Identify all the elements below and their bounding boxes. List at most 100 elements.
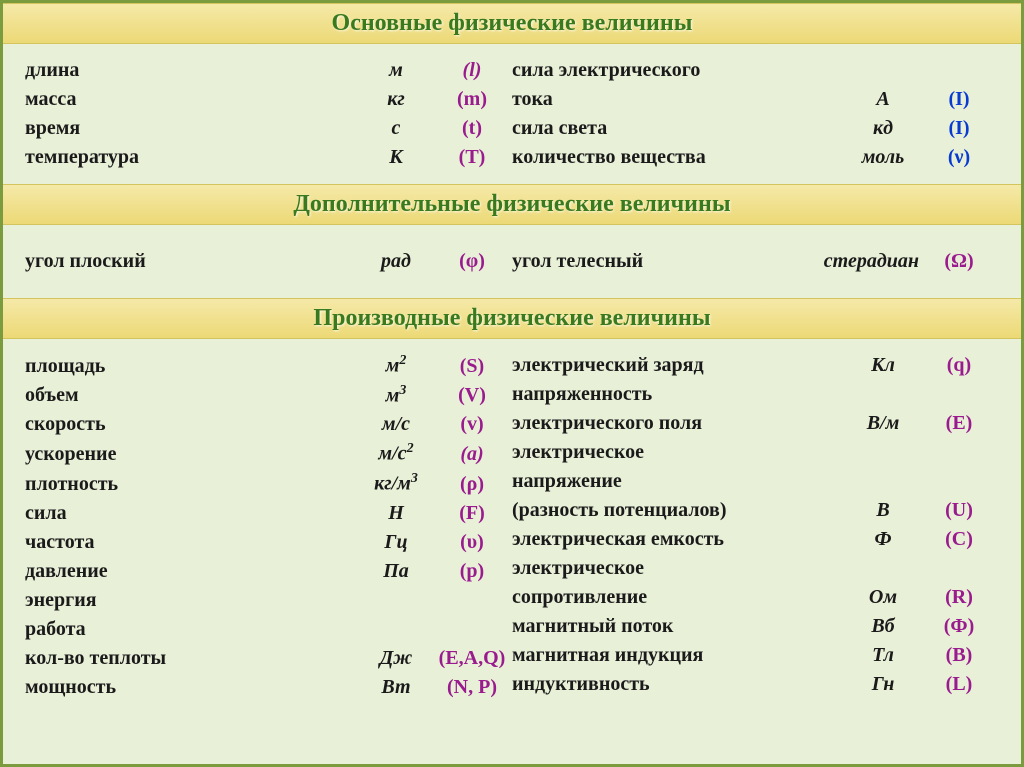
quantity-name: давление [25, 557, 108, 586]
quantity-unit: Кл [847, 351, 919, 380]
quantity-symbol: (I) [919, 85, 999, 114]
derived-right-col: электрический зарядКл(q)напряженностьэле… [512, 351, 999, 702]
quantity-name: сила света [512, 114, 607, 143]
quantity-unit: рад [360, 247, 432, 276]
derived-block: площадьм2(S)объемм3(V)скоростьм/с(v)уско… [3, 339, 1021, 714]
quantity-row: ускорение м/с2(a) [25, 439, 512, 469]
quantity-symbol: (B) [919, 641, 999, 670]
quantity-row: работа [25, 615, 512, 644]
quantity-name: длина [25, 56, 79, 85]
quantity-row: электрическое [512, 554, 999, 583]
quantity-symbol: (l) [432, 56, 512, 85]
quantity-symbol: (a) [432, 440, 512, 469]
quantity-name: время [25, 114, 80, 143]
additional-right-col: угол телесный стерадиан(Ω) [512, 247, 999, 276]
quantity-name: угол телесный [512, 247, 643, 276]
quantity-symbol: (υ) [432, 528, 512, 557]
quantity-row: электрическая емкостьФ(C) [512, 525, 999, 554]
quantity-name: ускорение [25, 440, 116, 469]
quantity-unit: К [360, 143, 432, 172]
quantity-symbol: (I) [919, 114, 999, 143]
quantity-name: кол-во теплоты [25, 644, 166, 673]
quantity-row: давлениеПа(p) [25, 557, 512, 586]
quantity-unit: кг [360, 85, 432, 114]
quantity-name: электрический заряд [512, 351, 704, 380]
quantity-name: электрическое [512, 438, 644, 467]
quantity-row: магнитный потокВб(Ф) [512, 612, 999, 641]
quantity-row: сила электрического [512, 56, 999, 85]
quantity-name: тока [512, 85, 553, 114]
quantity-symbol: (ρ) [432, 470, 512, 499]
quantity-row: длина м(l) [25, 56, 512, 85]
quantity-symbol: (ν) [919, 143, 999, 172]
quantity-row: плотностькг/м3(ρ) [25, 469, 512, 499]
quantity-name: угол плоский [25, 247, 146, 276]
quantity-row: мощность Вт(N, P) [25, 673, 512, 702]
quantity-row: угол телесный стерадиан(Ω) [512, 247, 999, 276]
quantity-unit: Гн [847, 670, 919, 699]
quantity-unit: стерадиан [824, 247, 919, 276]
quantity-unit: Ом [847, 583, 919, 612]
basic-left-col: длина м(l)массакг(m)времяс(t)температура К… [25, 56, 512, 172]
quantity-symbol: (v) [432, 410, 512, 439]
quantity-name: индуктивность [512, 670, 650, 699]
quantity-unit: А [847, 85, 919, 114]
quantity-row: электрический заряд Кл(q) [512, 351, 999, 380]
additional-block: угол плоскийрад(φ) угол телесныйстерадиа… [3, 225, 1021, 298]
quantity-row: силаН(F) [25, 499, 512, 528]
quantity-unit: м [360, 56, 432, 85]
quantity-unit: кд [847, 114, 919, 143]
quantity-row: количество веществамоль(ν) [512, 143, 999, 172]
quantity-row: (разность потенциалов)В(U) [512, 496, 999, 525]
quantity-name: мощность [25, 673, 116, 702]
quantity-symbol: (U) [919, 496, 999, 525]
quantity-name: энергия [25, 586, 97, 615]
quantity-name: скорость [25, 410, 106, 439]
quantity-row: напряженность [512, 380, 999, 409]
quantity-unit: Гц [360, 528, 432, 557]
quantity-row: магнитная индукцияТл(B) [512, 641, 999, 670]
quantity-row: электрического поляВ/м(E) [512, 409, 999, 438]
quantity-row: площадь м2(S) [25, 351, 512, 381]
quantity-symbol: (Ω) [919, 247, 999, 276]
quantity-row: частота Гц(υ) [25, 528, 512, 557]
quantity-name: сила электрического [512, 56, 700, 85]
section-header-derived: Производные физические величины [3, 298, 1021, 339]
quantity-name: площадь [25, 352, 105, 381]
quantity-name: частота [25, 528, 95, 557]
quantity-symbol: (t) [432, 114, 512, 143]
quantity-symbol: (F) [432, 499, 512, 528]
quantity-symbol: (E,A,Q) [432, 644, 512, 673]
quantity-unit: м/с2 [360, 439, 432, 469]
quantity-symbol: (q) [919, 351, 999, 380]
quantity-symbol: (C) [919, 525, 999, 554]
quantity-symbol: (E) [919, 409, 999, 438]
quantity-symbol: (S) [432, 352, 512, 381]
quantity-name: электрическое [512, 554, 644, 583]
quantity-symbol: (T) [432, 143, 512, 172]
basic-right-col: сила электрическоготока А(I) сила света кд(… [512, 56, 999, 172]
quantity-row: электрическое [512, 438, 999, 467]
quantity-row: сила света кд(I) [512, 114, 999, 143]
quantity-unit: Ф [847, 525, 919, 554]
quantity-unit: В [847, 496, 919, 525]
quantity-symbol: (p) [432, 557, 512, 586]
quantity-name: сопротивление [512, 583, 647, 612]
quantity-name: магнитная индукция [512, 641, 703, 670]
derived-left-col: площадьм2(S)объемм3(V)скоростьм/с(v)уско… [25, 351, 512, 702]
quantity-symbol: (Ф) [919, 612, 999, 641]
basic-block: длина м(l)массакг(m)времяс(t)температура К… [3, 44, 1021, 184]
quantity-row: сопротивлениеОм(R) [512, 583, 999, 612]
quantity-unit: В/м [847, 409, 919, 438]
quantity-symbol: (L) [919, 670, 999, 699]
quantity-row: угол плоскийрад(φ) [25, 247, 512, 276]
section-header-additional: Дополнительные физические величины [3, 184, 1021, 225]
quantity-symbol: (m) [432, 85, 512, 114]
quantity-row: времяс(t) [25, 114, 512, 143]
quantity-row: температура К(T) [25, 143, 512, 172]
quantity-name: температура [25, 143, 139, 172]
quantity-symbol: (N, P) [432, 673, 512, 702]
quantity-unit: м2 [360, 351, 432, 381]
quantity-unit: Вт [360, 673, 432, 702]
quantity-row: массакг(m) [25, 85, 512, 114]
